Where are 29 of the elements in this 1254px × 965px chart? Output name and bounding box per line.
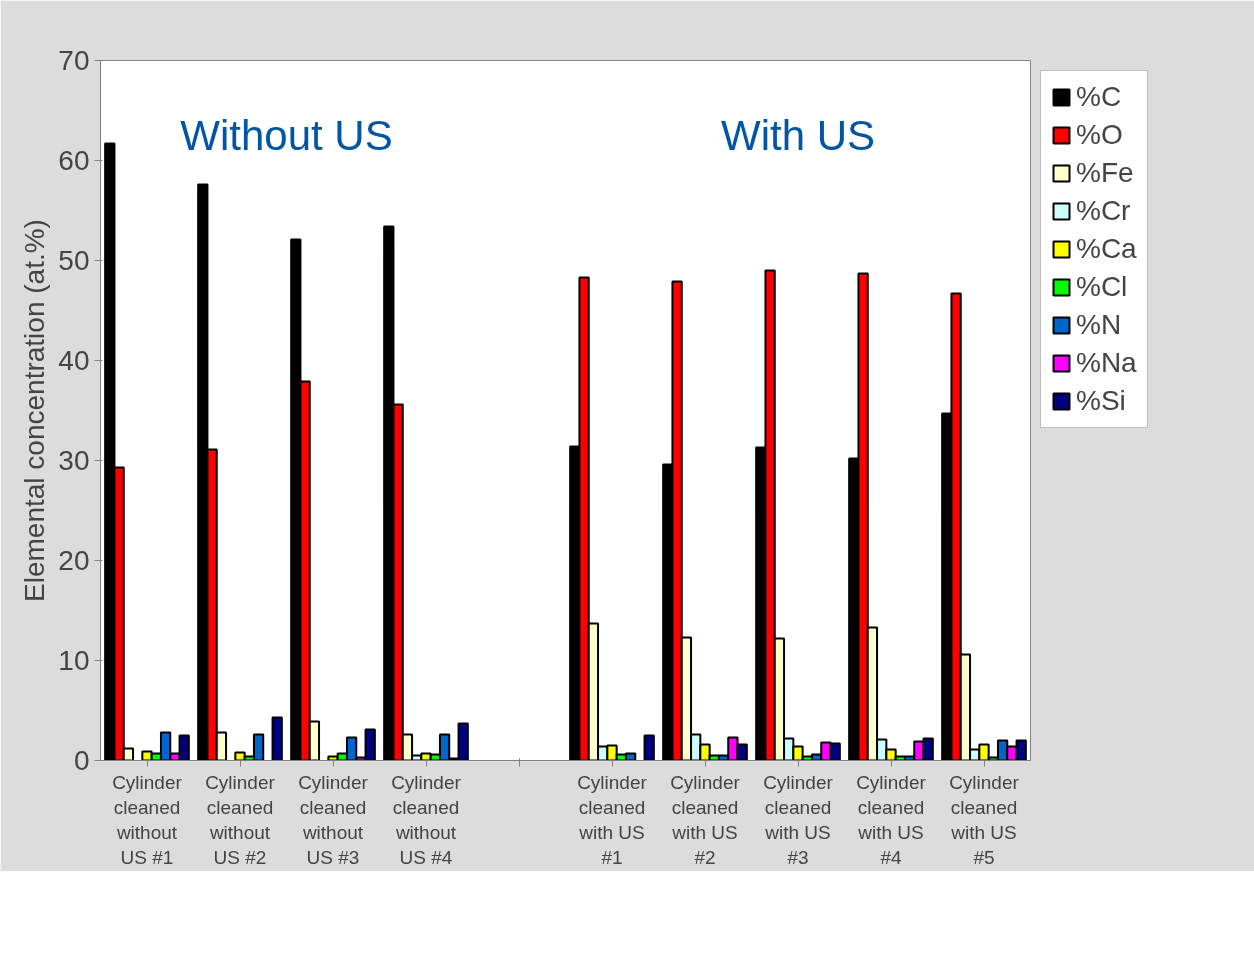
y-axis-title: Elemental concentration (at.%) [19, 219, 51, 602]
x-tick-label: Cylinder cleaned with US #5 [949, 771, 1020, 869]
x-tick-label: Cylinder cleaned without US #2 [205, 771, 276, 869]
x-tick-label: Cylinder cleaned with US #2 [670, 771, 741, 869]
annotation: With US [720, 111, 876, 159]
y-tick-label: 60 [58, 145, 90, 176]
legend-label: %Cl [1076, 271, 1128, 303]
annotation: Without US [180, 111, 393, 159]
x-tick-label: Cylinder cleaned without US #3 [298, 771, 369, 869]
x-tick-label: Cylinder cleaned without US #1 [112, 771, 183, 869]
y-tick-label: 40 [58, 345, 90, 376]
legend-label: %Fe [1076, 157, 1134, 189]
y-tick-label: 30 [58, 445, 90, 476]
x-tick-label: Cylinder cleaned with US #3 [763, 771, 834, 869]
legend-label: %Na [1076, 347, 1137, 379]
y-tick-label: 0 [73, 745, 90, 776]
legend-label: %O [1076, 119, 1123, 151]
y-tick-label: 20 [58, 545, 90, 576]
legend-label: %C [1076, 81, 1122, 113]
x-tick-label: Cylinder cleaned with US #1 [577, 771, 648, 869]
legend-label: %N [1076, 309, 1122, 341]
legend-label: %Cr [1076, 195, 1131, 227]
x-tick-label: Cylinder cleaned with US #4 [856, 771, 927, 869]
x-tick-label: Cylinder cleaned without US #4 [391, 771, 462, 869]
legend-label: %Ca [1076, 233, 1137, 265]
y-tick-label: 50 [58, 245, 90, 276]
y-tick-label: 10 [58, 645, 90, 676]
legend-label: %Si [1076, 385, 1126, 417]
y-tick-label: 70 [58, 45, 90, 76]
